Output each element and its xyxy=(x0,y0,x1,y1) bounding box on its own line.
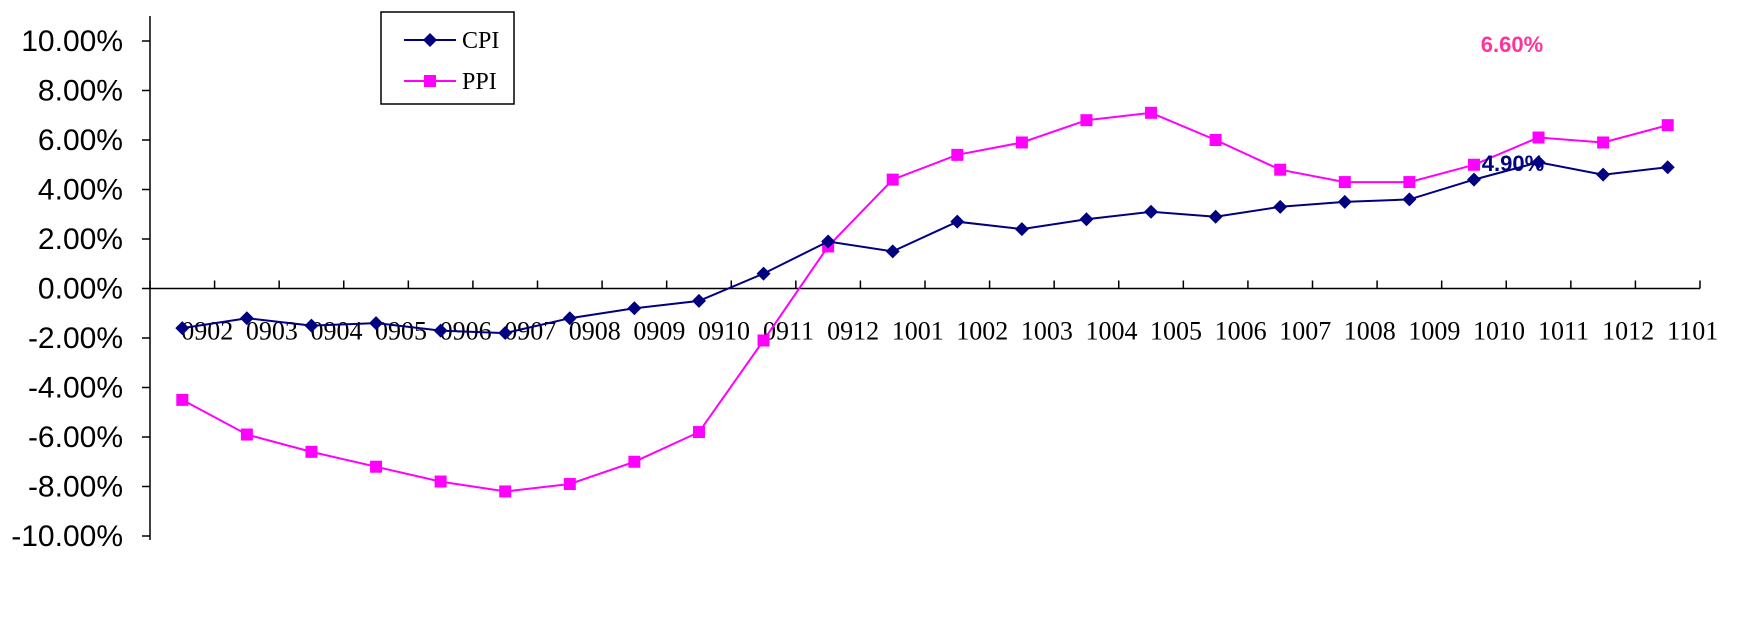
ppi-point xyxy=(1209,134,1222,146)
legend-item-cpi: CPI xyxy=(404,28,499,54)
y-tick-label: -2.00% xyxy=(28,322,123,355)
ppi-point xyxy=(499,485,512,498)
ppi-point xyxy=(628,455,641,468)
y-axis: 10.00% 8.00% 6.00% 4.00% 2.00% 0.00% -2.00% -4.… xyxy=(11,16,151,553)
x-tick-label: 0904 xyxy=(310,317,362,346)
ppi-point xyxy=(305,445,318,458)
y-tick-label: 10.00% xyxy=(21,25,123,58)
annotation-layer: 6.60% 4.90% xyxy=(1481,32,1544,176)
cpi-point xyxy=(1596,167,1611,182)
series-cpi xyxy=(175,155,1675,341)
x-tick-label: 1010 xyxy=(1473,317,1525,346)
cpi-point xyxy=(1079,212,1094,227)
ppi-point xyxy=(1597,136,1610,149)
cpi-point xyxy=(627,301,642,316)
y-tick-label: -8.00% xyxy=(28,471,123,504)
x-tick-label: 0909 xyxy=(633,317,685,346)
cpi-point xyxy=(1402,192,1417,207)
cpi-last-value-label: 4.90% xyxy=(1482,151,1544,176)
y-tick-label: 2.00% xyxy=(38,223,123,256)
cpi-point xyxy=(1660,160,1675,175)
cpi-point xyxy=(498,326,513,341)
x-tick-label: 1007 xyxy=(1279,317,1331,346)
cpi-point xyxy=(1531,155,1546,170)
x-tick-label: 1002 xyxy=(956,317,1008,346)
x-tick-label: 1009 xyxy=(1408,317,1460,346)
y-tick-label: 6.00% xyxy=(38,124,123,157)
x-tick-label: 0911 xyxy=(763,317,814,346)
ppi-point xyxy=(240,428,253,441)
x-tick-label: 0905 xyxy=(375,317,427,346)
cpi-point xyxy=(304,318,319,333)
cpi-point xyxy=(885,244,900,259)
ppi-point xyxy=(1403,176,1416,189)
ppi-point xyxy=(1080,114,1093,127)
cpi-point xyxy=(433,323,448,338)
y-tick-label: -4.00% xyxy=(28,372,123,405)
x-tick-label: 1003 xyxy=(1021,317,1073,346)
x-tick-label: 1006 xyxy=(1215,317,1267,346)
cpi-point xyxy=(1144,204,1159,219)
ppi-point xyxy=(886,173,899,186)
x-tick-label: 1008 xyxy=(1344,317,1396,346)
cpi-point xyxy=(821,234,836,249)
ppi-point xyxy=(951,148,964,161)
y-tick-label: 4.00% xyxy=(38,174,123,207)
series-layer xyxy=(175,106,1675,498)
legend-marker xyxy=(424,75,436,87)
cpi-line xyxy=(182,161,1668,335)
ppi-point xyxy=(563,478,576,491)
cpi-point xyxy=(369,316,384,331)
ppi-point xyxy=(176,393,189,406)
x-tick-label: 1004 xyxy=(1085,317,1137,346)
legend-label: CPI xyxy=(462,28,499,54)
cpi-point xyxy=(756,266,771,281)
ppi-point xyxy=(434,475,447,488)
x-tick-label: 1101 xyxy=(1667,317,1718,346)
cpi-point xyxy=(950,214,965,229)
legend-label: PPI xyxy=(462,69,497,95)
ppi-point xyxy=(1015,136,1028,149)
ppi-point xyxy=(1338,176,1351,189)
y-tick-label: 8.00% xyxy=(38,75,123,108)
x-tick-label: 0908 xyxy=(569,317,621,346)
legend: CPI PPI xyxy=(380,11,515,105)
cpi-point xyxy=(1337,194,1352,209)
ppi-last-value-label: 6.60% xyxy=(1481,32,1543,57)
ppi-point xyxy=(370,460,383,473)
cpi-point xyxy=(239,311,254,326)
ppi-point xyxy=(1467,158,1480,171)
legend-box xyxy=(380,11,515,105)
y-tick-label: 0.00% xyxy=(38,273,123,306)
ppi-point xyxy=(1661,119,1674,132)
y-tick-label: -6.00% xyxy=(28,421,123,454)
ppi-line xyxy=(181,111,1668,493)
cpi-point xyxy=(562,311,577,326)
cpi-point xyxy=(1014,222,1029,237)
ppi-point xyxy=(1274,163,1287,176)
x-tick-label: 1011 xyxy=(1538,317,1589,346)
cpi-point xyxy=(1466,172,1481,187)
ppi-point xyxy=(757,334,770,347)
x-tick-label: 1012 xyxy=(1602,317,1654,346)
legend-marker xyxy=(423,33,437,47)
cpi-point xyxy=(175,321,190,336)
x-tick-label: 1001 xyxy=(892,317,944,346)
y-tick-label: -10.00% xyxy=(11,520,123,553)
series-ppi xyxy=(176,106,1674,498)
x-axis: 0902 0903 0904 0905 0906 0907 0908 0909 0910 0911… xyxy=(149,280,1718,346)
legend-item-ppi: PPI xyxy=(404,69,497,95)
ppi-point xyxy=(1532,131,1545,144)
cpi-point xyxy=(691,293,706,308)
cpi-point xyxy=(1273,199,1288,214)
ppi-point xyxy=(692,426,705,439)
ppi-point xyxy=(1145,106,1158,119)
x-tick-label: 0912 xyxy=(827,317,879,346)
x-tick-label: 1005 xyxy=(1150,317,1202,346)
cpi-point xyxy=(1208,209,1223,224)
x-tick-label: 0910 xyxy=(698,317,750,346)
